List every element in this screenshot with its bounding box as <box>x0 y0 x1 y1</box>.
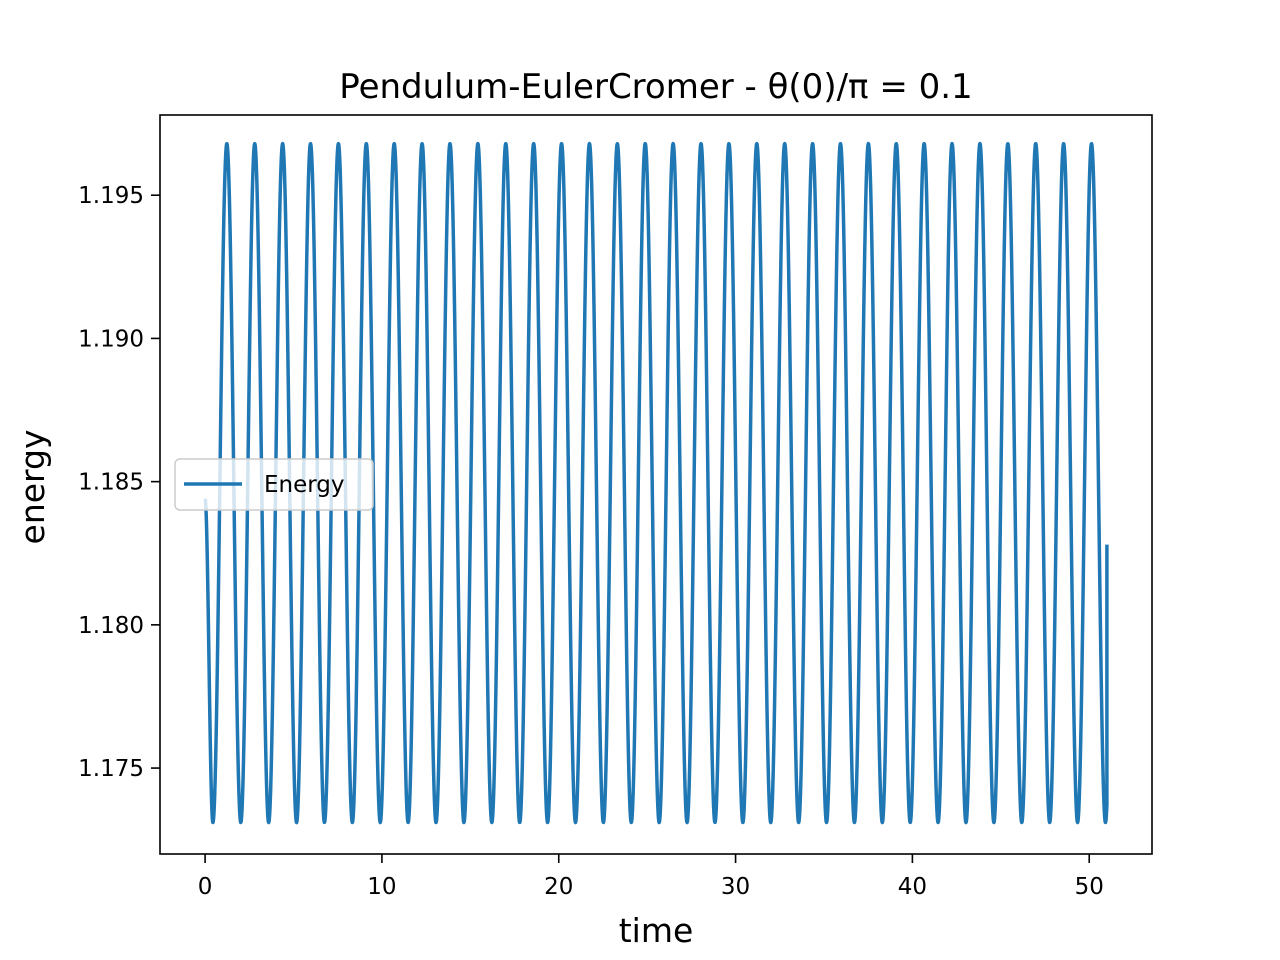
legend-box <box>174 458 374 511</box>
x-tick-label: 10 <box>367 874 396 900</box>
x-axis-label: time <box>619 911 694 950</box>
plot-area <box>203 141 1109 825</box>
x-axis: 0 10 20 30 40 50 <box>198 854 1104 900</box>
y-tick-label: 1.190 <box>78 326 144 352</box>
y-tick-label: 1.180 <box>78 613 144 639</box>
axes-frame <box>159 114 1153 855</box>
legend: Energy <box>174 458 374 511</box>
x-tick-label: 20 <box>544 874 573 900</box>
x-tick-label: 30 <box>721 874 750 900</box>
chart-title: Pendulum-EulerCromer - θ(0)/π = 0.1 <box>339 67 972 107</box>
y-axis-label: energy <box>13 430 52 545</box>
series-line-energy <box>203 141 1109 825</box>
y-tick-label: 1.185 <box>78 470 144 496</box>
x-tick-label: 40 <box>898 874 927 900</box>
x-tick-label: 0 <box>198 874 213 900</box>
y-tick-label: 1.195 <box>78 183 144 209</box>
legend-label-energy: Energy <box>264 472 345 498</box>
y-tick-label: 1.175 <box>78 756 144 782</box>
x-tick-label: 50 <box>1075 874 1104 900</box>
y-axis: 1.175 1.180 1.185 1.190 1.195 <box>78 183 160 782</box>
